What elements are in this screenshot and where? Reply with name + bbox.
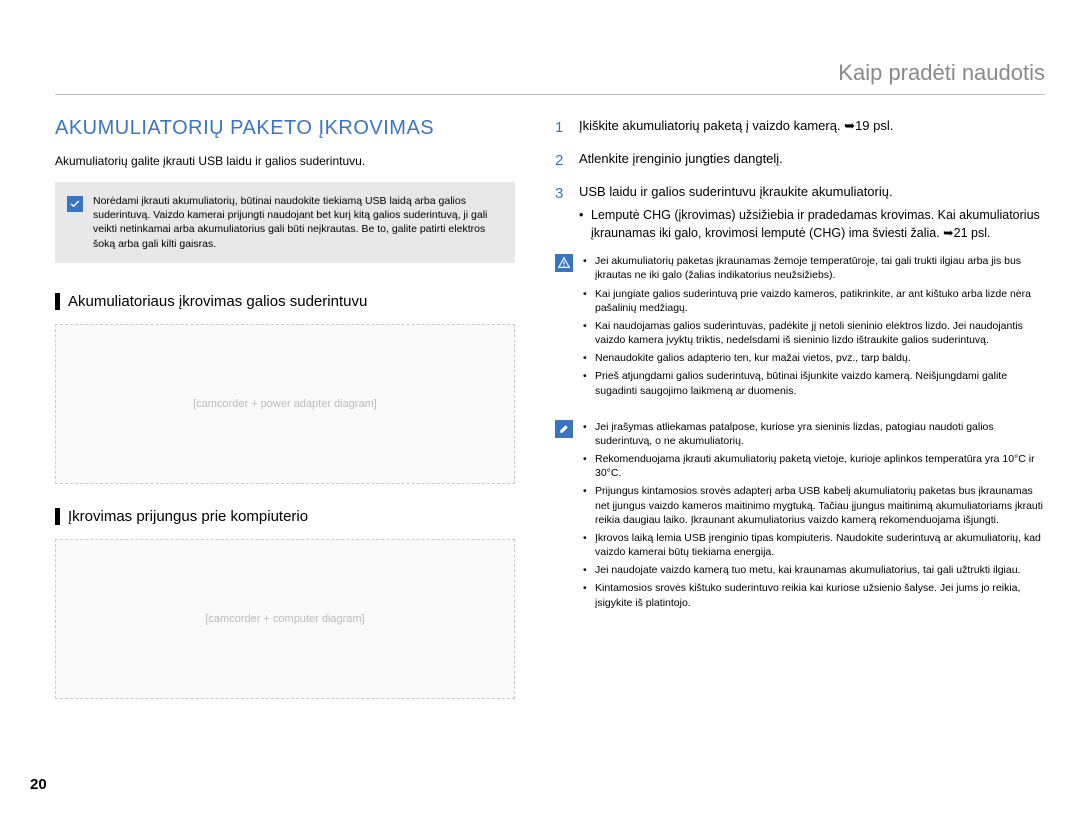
warning-icon (555, 254, 573, 272)
page-header-title: Kaip pradėti naudotis (55, 60, 1045, 95)
check-icon (67, 196, 83, 212)
diagram-computer: [camcorder + computer diagram] (55, 539, 515, 699)
step-number: 1 (555, 117, 569, 138)
step-3: 3 USB laidu ir galios suderintuvu įkrauk… (555, 183, 1045, 242)
intro-text: Akumuliatorių galite įkrauti USB laidu i… (55, 154, 515, 168)
note-text: Norėdami įkrauti akumuliatorių, būtinai … (93, 194, 501, 251)
list-item: Jei naudojate vaizdo kamerą tuo metu, ka… (583, 563, 1045, 577)
list-item: Jei akumuliatorių paketas įkraunamas žem… (583, 254, 1045, 282)
list-item: Jei įrašymas atliekamas patalpose, kurio… (583, 420, 1045, 448)
tip-block: Jei įrašymas atliekamas patalpose, kurio… (555, 420, 1045, 614)
step-sub-bullet: Lemputė CHG (įkrovimas) užsižiebia ir pr… (579, 207, 1045, 242)
note-icon (555, 420, 573, 438)
manual-page: Kaip pradėti naudotis AKUMULIATORIŲ PAKE… (0, 0, 1080, 743)
left-column: AKUMULIATORIŲ PAKETO ĮKROVIMAS Akumuliat… (55, 117, 515, 723)
diagram-adapter: [camcorder + power adapter diagram] (55, 324, 515, 484)
list-item: Prieš atjungdami galios suderintuvą, būt… (583, 369, 1045, 397)
caution-note-box: Norėdami įkrauti akumuliatorių, būtinai … (55, 182, 515, 263)
two-column-layout: AKUMULIATORIŲ PAKETO ĮKROVIMAS Akumuliat… (55, 117, 1045, 723)
step-2: 2 Atlenkite įrenginio jungties dangtelį. (555, 150, 1045, 171)
right-column: 1 Įkiškite akumuliatorių paketą į vaizdo… (555, 117, 1045, 723)
list-item: Kai jungiate galios suderintuvą prie vai… (583, 287, 1045, 315)
step-number: 2 (555, 150, 569, 171)
list-item: Nenaudokite galios adapterio ten, kur ma… (583, 351, 1045, 365)
page-number: 20 (30, 776, 47, 793)
list-item: Kai naudojamas galios suderintuvas, padė… (583, 319, 1045, 347)
tip-list: Jei įrašymas atliekamas patalpose, kurio… (583, 420, 1045, 614)
step-text: USB laidu ir galios suderintuvu įkraukit… (579, 184, 893, 199)
section-title: AKUMULIATORIŲ PAKETO ĮKROVIMAS (55, 117, 515, 140)
step-text: Įkiškite akumuliatorių paketą į vaizdo k… (579, 117, 1045, 138)
step-1: 1 Įkiškite akumuliatorių paketą į vaizdo… (555, 117, 1045, 138)
list-item: Prijungus kintamosios srovės adapterį ar… (583, 484, 1045, 527)
step-text: Atlenkite įrenginio jungties dangtelį. (579, 150, 1045, 171)
warning-list: Jei akumuliatorių paketas įkraunamas žem… (583, 254, 1045, 402)
list-item: Kintamosios srovės kištuko suderintuvo r… (583, 581, 1045, 609)
subheading-computer: Įkrovimas prijungus prie kompiuterio (55, 508, 515, 525)
list-item: Rekomenduojama įkrauti akumuliatorių pak… (583, 452, 1045, 480)
step-number: 3 (555, 183, 569, 242)
step-body: USB laidu ir galios suderintuvu įkraukit… (579, 183, 1045, 242)
warning-block: Jei akumuliatorių paketas įkraunamas žem… (555, 254, 1045, 402)
list-item: Įkrovos laiką lemia USB įrenginio tipas … (583, 531, 1045, 559)
subheading-adapter: Akumuliatoriaus įkrovimas galios suderin… (55, 293, 515, 310)
